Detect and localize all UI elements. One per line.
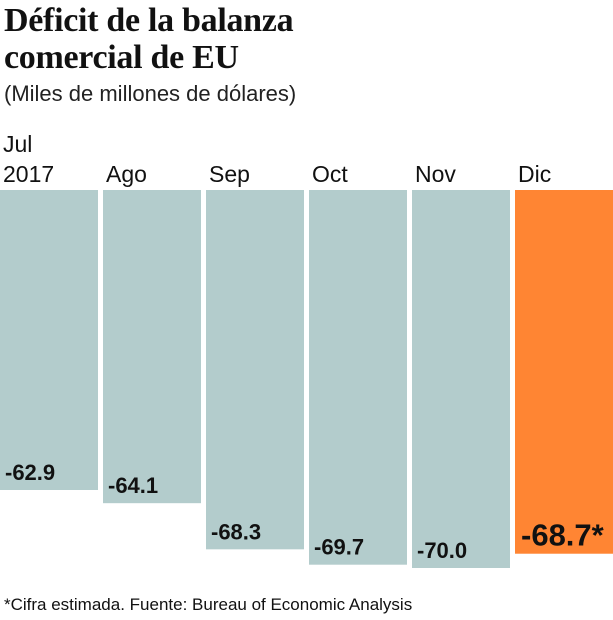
value-label-4: -70.0 [417,538,467,563]
chart-title: Déficit de la balanza comercial de EU [4,2,604,76]
value-label-1: -64.1 [108,473,158,498]
category-label-2: Sep [209,161,250,187]
category-label-5: Dic [518,161,551,187]
value-label-5: -68.7* [521,518,605,553]
bar-5 [515,190,613,554]
bar-2 [206,190,304,550]
bar-chart: Jul 2017 -62.9 Ago -64.1 Sep -68.3 Oct -69.7 Nov -… [0,131,613,568]
category-label-3: Oct [312,161,348,187]
value-label-2: -68.3 [211,519,261,544]
category-label-0-line1: 2017 [3,161,54,187]
category-label-1: Ago [106,161,147,187]
chart-title-line1: Déficit de la balanza [4,2,294,39]
value-label-3: -69.7 [314,535,364,560]
footnote: *Cifra estimada. Fuente: Bureau of Econo… [4,595,413,614]
chart-subtitle: (Miles de millones de dólares) [4,81,297,106]
value-label-0: -62.9 [5,460,55,485]
bar-0 [0,190,98,490]
category-label-4: Nov [415,161,456,187]
bar-1 [103,190,201,504]
chart-title-line2: comercial de EU [4,39,239,76]
category-label-0-line0: Jul [3,131,32,157]
bar-3 [309,190,407,565]
bar-4 [412,190,510,568]
